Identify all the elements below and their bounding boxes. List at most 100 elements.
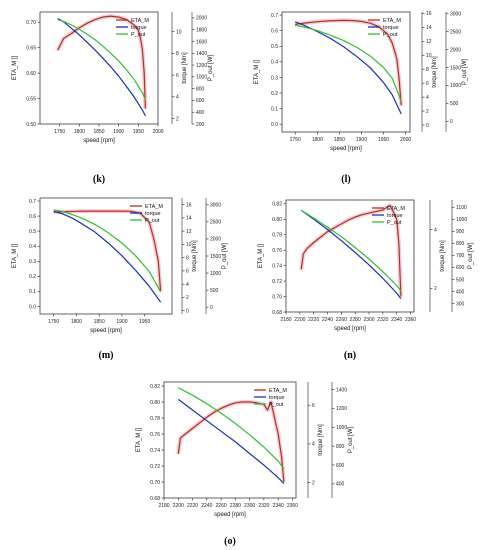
- plot-frame: [39, 197, 173, 315]
- y-tick-label-eta: 0.6: [271, 29, 278, 35]
- y-axis-title-torque: torque [Nm]: [440, 240, 446, 272]
- legend-label-p-out: P_out: [269, 402, 284, 408]
- x-tick-label: 2000: [400, 137, 411, 143]
- y-tick-label-pout: 3000: [450, 12, 461, 18]
- y-tick-label-torque: 4: [434, 227, 437, 233]
- y-tick-label-pout: 2000: [210, 237, 221, 243]
- y-tick-label-pout: 1600: [196, 39, 207, 45]
- y-tick-label-torque: 2: [176, 116, 179, 122]
- plot-frame: [281, 11, 411, 133]
- panel-letter: (m): [99, 350, 114, 361]
- y-tick-label-eta: 0.82: [150, 384, 160, 390]
- y-tick-label-torque: 2: [186, 295, 189, 301]
- y-tick-label-eta: 0.1: [271, 106, 278, 112]
- y-tick-label-eta: 0.72: [272, 279, 282, 285]
- y-tick-label-pout: 2500: [450, 30, 461, 36]
- x-tick-label: 1800: [312, 137, 323, 143]
- legend-label-eta-m: ETA_M: [131, 18, 149, 24]
- y-tick-label-eta: 0.74: [150, 448, 160, 454]
- series-line-p-out: [53, 209, 162, 293]
- y-tick-label-torque: 2: [426, 109, 429, 115]
- y-tick-label-pout: 1200: [196, 63, 207, 69]
- legend-label-eta-m: ETA_M: [383, 18, 401, 24]
- y-tick-label-eta: 0.76: [150, 432, 160, 438]
- y-tick-label-eta: 0.70: [272, 294, 282, 300]
- y-tick-label-torque: 16: [186, 202, 192, 208]
- x-tick-label: 2360: [287, 503, 298, 509]
- x-tick-label: 1950: [139, 319, 150, 325]
- y-axis-title-torque: torque [Nm]: [432, 56, 438, 88]
- series-line-eta-m: [177, 401, 285, 483]
- y-tick-label-torque: 12: [186, 229, 192, 235]
- x-tick-label: 2240: [322, 317, 333, 323]
- series-line-torque: [300, 209, 402, 300]
- y-tick-label-eta: 0.70: [26, 20, 36, 26]
- series-line-eta-m: [295, 19, 402, 106]
- legend-label-eta-m: ETA_M: [387, 206, 405, 212]
- chart-panel-2: 1750 1800 1850 1900 1950 2000 speed [rpm] 0.0 0.…: [254, 11, 468, 185]
- y-tick-label-eta: 0.2: [29, 274, 36, 280]
- y-tick-label-eta: 0.0: [271, 122, 278, 128]
- chart-panel-5: 2180 2200 2220 2240 2260 2280 2300 2320 2340 2360…: [136, 381, 354, 547]
- y-tick-label-pout: 500: [456, 277, 465, 283]
- x-tick-label: 2300: [363, 317, 374, 323]
- y-axis-title-pout: P_out [W]: [348, 426, 354, 453]
- x-tick-label: 1900: [113, 129, 124, 135]
- legend-label-torque: torque: [145, 211, 161, 217]
- y-tick-label-eta: 0.0: [29, 304, 36, 310]
- y-tick-label-torque: 14: [426, 25, 432, 31]
- y-tick-label-eta: 0.2: [271, 91, 278, 97]
- y-tick-label-eta: 0.80: [272, 217, 282, 223]
- y-tick-label-pout: 600: [456, 265, 465, 271]
- x-tick-label: 1900: [116, 319, 127, 325]
- y-tick-label-torque: 4: [312, 442, 315, 448]
- x-tick-label: 1950: [378, 137, 389, 143]
- y-axis-title-pout: P_out [W]: [462, 58, 468, 85]
- legend-label-eta-m: ETA_M: [269, 388, 287, 394]
- legend-label-torque: torque: [383, 25, 399, 31]
- y-tick-label-torque: 6: [426, 81, 429, 87]
- y-tick-label-torque: 10: [186, 242, 192, 248]
- y-tick-label-pout: 0: [210, 305, 213, 311]
- y-tick-label-torque: 6: [176, 73, 179, 79]
- x-tick-label: 2240: [201, 503, 212, 509]
- x-tick-label: 2180: [280, 317, 291, 323]
- y-tick-label-eta: 0.78: [150, 416, 160, 422]
- x-tick-label: 1800: [71, 319, 82, 325]
- series-band-eta: [176, 400, 286, 483]
- x-tick-label: 1850: [334, 137, 345, 143]
- panel-letter: (l): [341, 174, 350, 185]
- y-tick-label-pout: 600: [196, 98, 205, 104]
- x-tick-label: 1750: [48, 319, 59, 325]
- x-tick-label: 2340: [391, 317, 402, 323]
- y-tick-label-eta: 0.50: [26, 122, 36, 128]
- y-tick-label-eta: 0.55: [26, 96, 36, 102]
- x-tick-label: 2200: [173, 503, 184, 509]
- y-axis-title-pout: P_out [W]: [222, 242, 228, 269]
- y-tick-label-torque: 2: [434, 286, 437, 292]
- y-tick-label-pout: 400: [336, 482, 345, 488]
- legend-label-p-out: P_out: [145, 218, 160, 224]
- y-tick-label-eta: 0.60: [26, 71, 36, 77]
- chart-panel-1: 1750 1800 1850 1900 1950 2000 speed [rpm] 0.50 0…: [12, 11, 214, 185]
- y-axis-title-pout: P_out [W]: [208, 54, 214, 81]
- y-tick-label-torque: 14: [186, 216, 192, 222]
- y-axis-title-torque: torque [Nm]: [182, 52, 188, 84]
- y-axis-title-pout: P_out [W]: [468, 242, 474, 269]
- y-tick-label-eta: 0.5: [271, 44, 278, 50]
- y-tick-label-eta: 0.82: [272, 202, 282, 208]
- y-tick-label-eta: 0.4: [271, 60, 278, 66]
- y-tick-label-pout: 1400: [336, 387, 347, 393]
- y-tick-label-torque: 8: [426, 67, 429, 73]
- y-axis-title-torque: torque [Nm]: [192, 240, 198, 272]
- y-tick-label-torque: 10: [176, 29, 182, 35]
- y-tick-label-eta: 0.78: [272, 233, 282, 239]
- y-axis-title-eta: ETA_M []: [258, 243, 264, 268]
- y-tick-label-pout: 1500: [450, 65, 461, 71]
- y-tick-label-pout: 1000: [456, 217, 467, 223]
- x-axis-title: speed [rpm]: [83, 138, 115, 144]
- y-tick-label-pout: 900: [456, 229, 465, 235]
